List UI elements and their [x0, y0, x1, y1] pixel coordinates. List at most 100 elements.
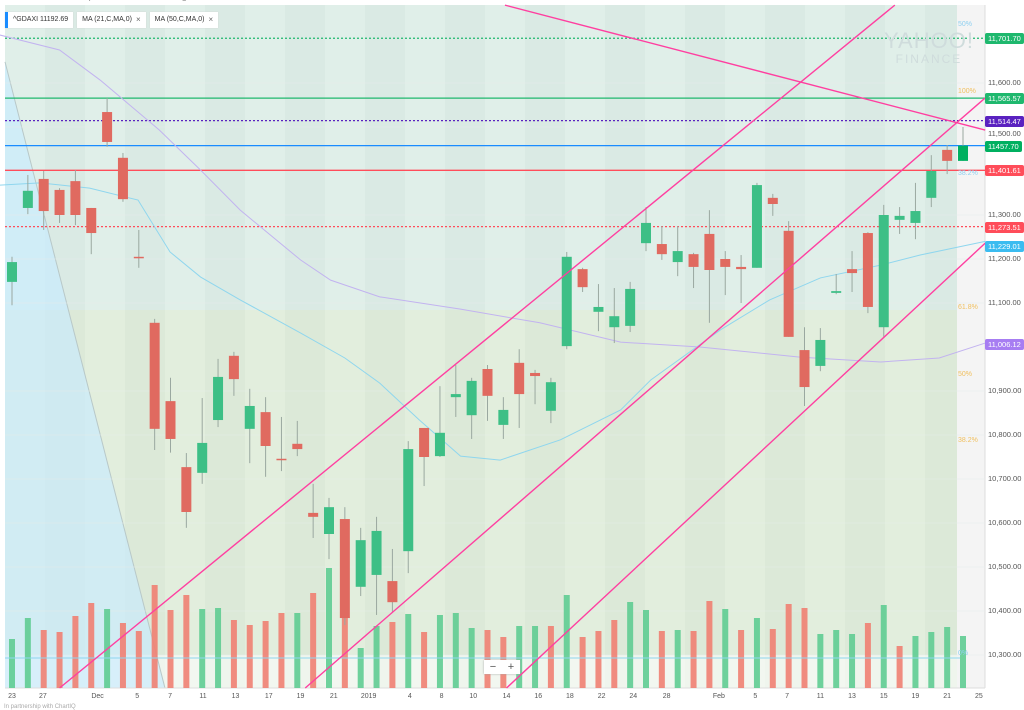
- fib-level-label: 0%: [958, 650, 969, 657]
- toolbar-item[interactable]: Max: [497, 0, 516, 5]
- candle: [704, 210, 715, 323]
- toolbar-item[interactable]: 6M: [336, 0, 350, 5]
- candle-body: [244, 405, 255, 429]
- candle: [22, 174, 33, 215]
- toolbar-item[interactable]: 1Y: [406, 0, 418, 5]
- horizontal-levels[interactable]: [5, 37, 985, 228]
- toolbar-item[interactable]: 2Y: [436, 0, 448, 5]
- candle-body: [736, 266, 747, 270]
- trendlines[interactable]: [59, 4, 986, 689]
- toolbar-item[interactable]: Candle: [603, 0, 635, 5]
- candle-body: [641, 222, 651, 244]
- candle: [656, 226, 667, 260]
- volume-bar: [547, 626, 554, 688]
- legend-ma21[interactable]: MA (21,C,MA,0) ×: [77, 12, 146, 28]
- candle-body: [339, 519, 350, 619]
- volume-bar: [373, 626, 380, 688]
- volume-bar: [643, 610, 649, 688]
- candle: [688, 252, 699, 289]
- candle-body: [86, 207, 97, 234]
- fib-anchor-line[interactable]: [4, 61, 166, 689]
- toolbar-item[interactable]: 5D: [241, 0, 254, 5]
- trendline[interactable]: [504, 4, 986, 131]
- candle-body: [70, 181, 81, 215]
- candle: [54, 188, 65, 223]
- volume-bar: [56, 632, 63, 688]
- candle-body: [767, 197, 778, 204]
- close-icon[interactable]: ×: [208, 15, 214, 24]
- x-tick-label: 23: [8, 693, 16, 700]
- candle: [878, 204, 889, 337]
- volume-bar: [119, 623, 126, 688]
- candle-body: [276, 458, 287, 461]
- candle: [942, 145, 953, 175]
- candle-body: [656, 244, 667, 255]
- toolbar-item[interactable]: YTD: [368, 0, 388, 5]
- volume-bar: [817, 634, 824, 688]
- week-band: [765, 5, 805, 688]
- trendline[interactable]: [506, 242, 986, 689]
- toolbar-item[interactable]: Interval: 1D: [534, 0, 585, 5]
- volume-bar: [532, 626, 539, 688]
- x-tick-label: 22: [597, 693, 606, 700]
- y-tick-label: 11,500.00: [988, 128, 1021, 138]
- volume-bar: [912, 636, 919, 688]
- ma21-label: MA (21,C,MA,0): [82, 16, 132, 23]
- toolbar-item[interactable]: Draw: [652, 0, 675, 5]
- candle-body: [387, 581, 398, 603]
- zoom-out-button[interactable]: −: [489, 661, 497, 673]
- trendline[interactable]: [59, 4, 896, 689]
- y-tick-label: 10,500.00: [988, 562, 1022, 571]
- x-tick-label: 21: [943, 693, 952, 700]
- candle-body: [625, 288, 636, 326]
- legend-symbol[interactable]: ^GDAXI 11192.69: [5, 12, 74, 28]
- zoom-in-button[interactable]: +: [507, 661, 515, 673]
- ma50-label: MA (50,C,MA,0): [154, 16, 205, 23]
- x-tick-label: 28: [662, 693, 671, 700]
- candle-body: [22, 190, 33, 208]
- candle-body: [609, 316, 620, 328]
- zoom-control: − +: [484, 660, 520, 674]
- toolbar-item[interactable]: 5Y: [466, 0, 478, 5]
- y-tick-label: 11,300.00: [988, 210, 1021, 219]
- candle: [38, 171, 49, 230]
- candle-body: [165, 401, 176, 439]
- volume-bar: [278, 613, 285, 688]
- candle: [593, 284, 604, 332]
- candle: [545, 377, 556, 424]
- candle-body: [672, 251, 683, 263]
- volume-bar: [389, 622, 396, 688]
- trendline[interactable]: [304, 97, 986, 689]
- candle-body: [815, 339, 826, 366]
- candle: [86, 207, 97, 255]
- candle: [324, 497, 334, 560]
- volume-bar: [563, 595, 570, 688]
- candle-body: [355, 540, 366, 587]
- volume-bar: [294, 613, 301, 688]
- toolbar-item[interactable]: 3M: [304, 0, 318, 5]
- candle-body: [197, 442, 208, 473]
- toolbar-item[interactable]: Comparison: [67, 0, 121, 5]
- toolbar-item[interactable]: Indicators: [6, 0, 49, 5]
- x-tick-label: 13: [231, 693, 240, 700]
- toolbar-item[interactable]: 1M: [272, 0, 286, 5]
- candle-body: [910, 211, 921, 223]
- ma50-line: [0, 34, 986, 363]
- toolbar-item[interactable]: 1D: [211, 0, 224, 5]
- toolbar-item[interactable]: Date Range: [139, 0, 192, 5]
- candle-body: [133, 256, 144, 259]
- x-tick-label: 7: [168, 693, 172, 700]
- candle: [355, 527, 366, 597]
- candle-body: [783, 230, 794, 337]
- candle: [751, 182, 762, 268]
- candle-body: [419, 427, 430, 457]
- legend-ma50[interactable]: MA (50,C,MA,0) ×: [149, 12, 219, 28]
- volume-bar: [167, 610, 174, 688]
- volume-bar: [801, 608, 808, 688]
- volume-bar: [215, 608, 222, 688]
- close-icon[interactable]: ×: [135, 15, 141, 24]
- candle-body: [102, 112, 113, 142]
- candle-body: [117, 157, 128, 200]
- volume-bar: [706, 601, 713, 688]
